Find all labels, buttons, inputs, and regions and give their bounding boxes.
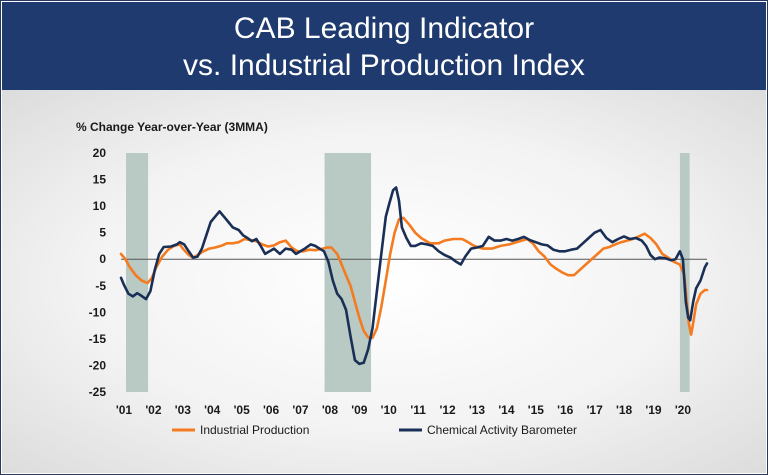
y-tick-label: -25 — [89, 385, 107, 399]
recession-shading-group — [126, 153, 690, 392]
x-tick-label: '17 — [587, 403, 604, 417]
recession-band-2 — [324, 153, 372, 392]
x-tick-label: '01 — [116, 403, 133, 417]
legend: Industrial Production Chemical Activity B… — [172, 423, 577, 437]
series-line-industrial-production — [119, 216, 709, 340]
y-tick-label: -15 — [89, 332, 107, 346]
x-tick-label: '14 — [498, 403, 515, 417]
chart-title-line-2: vs. Industrial Production Index — [183, 49, 585, 82]
y-axis-label: % Change Year-over-Year (3MMA) — [76, 120, 268, 134]
x-tick-label: '16 — [557, 403, 574, 417]
x-tick-label: '03 — [175, 403, 192, 417]
title-banner: CAB Leading Indicator vs. Industrial Pro… — [2, 2, 766, 90]
y-tick-label: 15 — [93, 173, 107, 187]
y-tick-label: -5 — [95, 279, 106, 293]
x-tick-label: '18 — [616, 403, 633, 417]
x-tick-label: '12 — [439, 403, 456, 417]
x-tick-label: '15 — [528, 403, 545, 417]
y-tick-label: 20 — [93, 146, 107, 160]
x-tick-label: '19 — [645, 403, 662, 417]
x-tick-label: '10 — [381, 403, 398, 417]
x-tick-label: '20 — [675, 403, 692, 417]
x-tick-label: '11 — [410, 403, 426, 417]
y-tick-label: 0 — [99, 252, 106, 266]
x-tick-label: '13 — [469, 403, 486, 417]
x-tick-label: '09 — [351, 403, 368, 417]
legend-label: Chemical Activity Barometer — [427, 423, 577, 437]
chart-title-line-1: CAB Leading Indicator — [233, 12, 535, 45]
y-tick-label: -20 — [89, 358, 107, 372]
legend-label: Industrial Production — [200, 423, 309, 437]
x-tick-label: '04 — [204, 403, 221, 417]
x-tick-label: '05 — [234, 403, 251, 417]
series-group — [119, 186, 709, 366]
y-tick-label: 5 — [99, 226, 106, 240]
y-tick-label: -10 — [89, 305, 107, 319]
x-tick-label: '07 — [292, 403, 309, 417]
y-axis-ticks: -25 -20 -15 -10 -5 0 5 10 15 20 — [89, 146, 107, 399]
x-tick-label: '08 — [322, 403, 339, 417]
series-line-chemical-activity-barometer — [119, 186, 709, 366]
x-tick-label: '06 — [263, 403, 280, 417]
recession-band-1 — [126, 153, 149, 392]
x-tick-label: '02 — [145, 403, 162, 417]
x-axis-ticks: '01 '02 '03 '04 '05 '06 '07 '08 '09 '10 '11 '12 '13 '… — [116, 403, 691, 417]
y-tick-label: 10 — [93, 199, 107, 213]
